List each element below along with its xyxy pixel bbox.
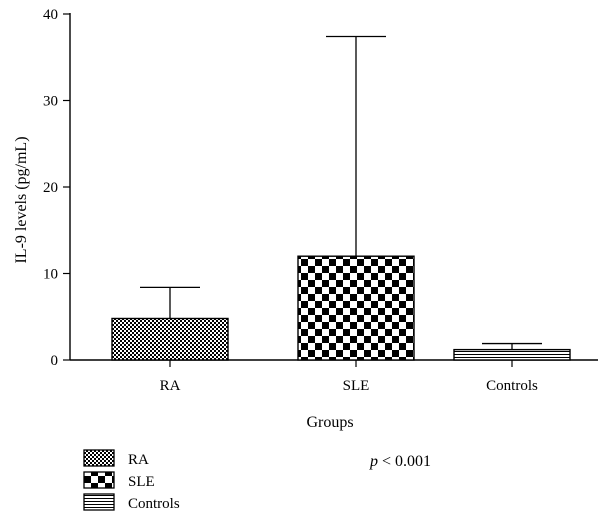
- legend-label-sle: SLE: [128, 474, 155, 490]
- error-bars-group: [140, 35, 542, 350]
- y-tick-label: 20: [43, 180, 58, 196]
- p-value-annotation: p < 0.001: [369, 453, 431, 470]
- y-axis: 0 10 20 30 40: [43, 7, 71, 369]
- y-tick-label: 0: [51, 353, 59, 369]
- bars-group: [111, 255, 571, 361]
- legend-label-controls: Controls: [128, 496, 180, 512]
- bar-controls: [453, 348, 571, 361]
- y-tick-label: 40: [43, 7, 58, 23]
- legend-label-ra: RA: [128, 452, 149, 468]
- legend-swatch-ra: [83, 449, 115, 467]
- x-axis: RA SLE Controls: [70, 359, 598, 394]
- p-value-symbol: p: [369, 453, 378, 470]
- legend: RA SLE Controls: [83, 449, 180, 512]
- x-tick-label-ra: RA: [160, 378, 181, 394]
- y-tick-label: 30: [43, 94, 58, 110]
- legend-swatch-sle: [83, 471, 115, 489]
- x-tick-label-sle: SLE: [343, 378, 370, 394]
- y-axis-label: IL-9 levels (pg/mL): [13, 136, 30, 263]
- y-tick-label: 10: [43, 267, 58, 283]
- p-value-text: < 0.001: [378, 453, 431, 470]
- bar-sle: [297, 255, 415, 361]
- x-tick-label-controls: Controls: [486, 378, 538, 394]
- legend-swatch-controls: [83, 493, 115, 511]
- x-axis-label: Groups: [306, 414, 353, 431]
- bar-ra: [111, 317, 229, 361]
